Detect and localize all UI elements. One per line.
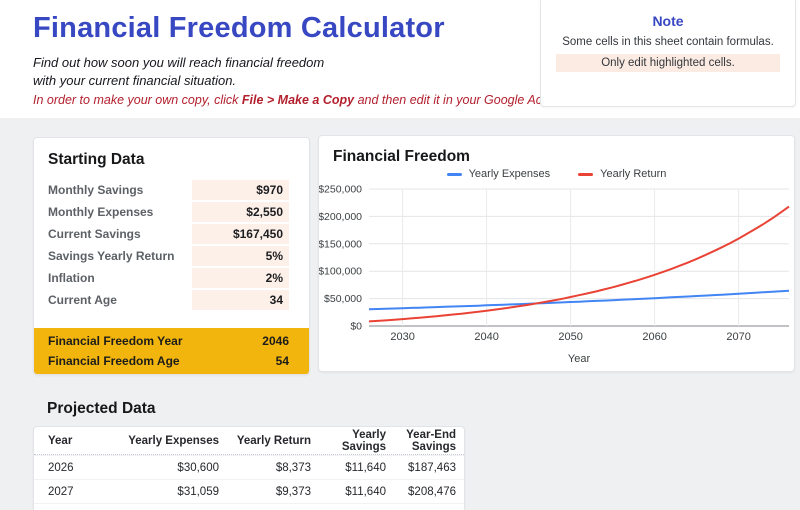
input-row-inflation: Inflation 2% [34,268,309,288]
svg-text:2030: 2030 [390,331,414,343]
copy-instruction: In order to make your own copy, click Fi… [33,93,582,107]
financial-freedom-chart-card: Financial Freedom Yearly Expenses Yearly … [318,135,795,372]
col-header-year-end-savings: Year-End Savings [406,428,456,453]
legend-item: Yearly Return [578,168,666,180]
cell-yearly-savings: $11,640 [345,461,386,474]
savings-yearly-return-cell[interactable]: 5% [192,246,289,266]
cell-year-end-savings: $208,476 [408,485,456,498]
projected-data-card: Year Yearly Expenses Yearly Return Yearl… [33,426,465,510]
input-row-savings-yearly-return: Savings Yearly Return 5% [34,246,309,266]
svg-text:2050: 2050 [558,331,582,343]
row-label: Current Savings [48,227,141,241]
svg-text:$250,000: $250,000 [319,184,362,196]
note-card: Note Some cells in this sheet contain fo… [540,0,796,107]
input-row-monthly-savings: Monthly Savings $970 [34,180,309,200]
monthly-savings-cell[interactable]: $970 [192,180,289,200]
starting-data-rows: Monthly Savings $970 Monthly Expenses $2… [34,180,309,312]
result-label: Financial Freedom Year [48,334,183,348]
page-title: Financial Freedom Calculator [33,12,445,44]
table-row: 2026 $30,600 $8,373 $11,640 $187,463 [34,455,464,479]
financial-freedom-result-block: Financial Freedom Year 2046 Financial Fr… [34,328,309,374]
cell-yearly-return: $8,373 [275,461,311,474]
row-label: Monthly Expenses [48,205,154,219]
cell-yearly-return: $9,373 [275,485,311,498]
projected-data-table: Year Yearly Expenses Yearly Return Yearl… [34,427,464,510]
result-row-age: Financial Freedom Age 54 [34,351,309,371]
instruction-post: and then edit it in your Google Acccount… [354,93,583,107]
svg-text:2040: 2040 [474,331,498,343]
col-header-yearly-return: Yearly Return [236,434,311,447]
result-row-year: Financial Freedom Year 2046 [34,331,309,351]
legend-item: Yearly Expenses [446,168,551,180]
input-row-monthly-expenses: Monthly Expenses $2,550 [34,202,309,222]
instruction-pre: In order to make your own copy, click [33,93,242,107]
starting-data-title: Starting Data [48,151,145,168]
current-age-cell[interactable]: 34 [192,290,289,310]
svg-text:2060: 2060 [642,331,666,343]
row-label: Inflation [48,271,95,285]
svg-text:$200,000: $200,000 [319,211,362,223]
row-label: Monthly Savings [48,183,144,197]
note-title: Note [652,13,684,29]
note-highlighted-text: Only edit highlighted cells. [556,54,780,72]
legend-line-swatch [446,172,462,176]
legend-line-swatch [578,172,594,176]
subtitle-line-1: Find out how soon you will reach financi… [33,55,325,70]
table-header-row: Year Yearly Expenses Yearly Return Yearl… [34,427,464,455]
col-header-year: Year [48,434,73,447]
monthly-expenses-cell[interactable]: $2,550 [192,202,289,222]
subtitle-line-2: with your current financial situation. [33,73,237,89]
chart-legend: Yearly Expenses Yearly Return [319,168,794,180]
chart-title: Financial Freedom [333,148,470,165]
inflation-cell[interactable]: 2% [192,268,289,288]
col-header-yearly-savings: Yearly Savings [341,428,386,453]
svg-text:$100,000: $100,000 [319,266,362,278]
svg-text:2070: 2070 [726,331,750,343]
table-row: 2027 $31,059 $9,373 $11,640 $208,476 [34,479,464,503]
svg-text:$150,000: $150,000 [319,238,362,250]
financial-freedom-age-value: 54 [275,354,289,368]
projected-data-title: Projected Data [47,400,156,417]
starting-data-card: Starting Data Monthly Savings $970 Month… [33,137,310,375]
col-header-yearly-expenses: Yearly Expenses [128,434,219,447]
chart-svg: $0 $50,000 $100,000 $150,000 $200,000 $250,00… [319,184,790,365]
legend-label: Yearly Return [600,168,667,180]
row-label: Current Age [48,293,117,307]
cell-yearly-savings: $11,640 [345,485,386,498]
cell-yearly-expenses: $30,600 [177,461,219,474]
svg-text:$0: $0 [350,321,362,333]
legend-label: Yearly Expenses [468,168,551,180]
row-label: Savings Yearly Return [48,249,175,263]
instruction-menu-path: File > Make a Copy [241,93,355,107]
cell-year: 2027 [48,485,74,498]
note-text: Some cells in this sheet contain formula… [562,36,774,48]
page-subtitle: Find out how soon you will reach financi… [33,54,324,90]
financial-freedom-year-value: 2046 [262,334,289,348]
cell-year-end-savings: $187,463 [408,461,456,474]
cell-yearly-expenses: $31,059 [177,485,219,498]
current-savings-cell[interactable]: $167,450 [192,224,289,244]
table-row: 2028 $31,525 $10,424 $11,640 $230,539 [34,503,464,510]
input-row-current-savings: Current Savings $167,450 [34,224,309,244]
result-label: Financial Freedom Age [48,354,180,368]
cell-year: 2026 [48,461,74,474]
svg-text:Year: Year [568,353,591,365]
input-row-current-age: Current Age 34 [34,290,309,310]
svg-text:$50,000: $50,000 [324,293,362,305]
